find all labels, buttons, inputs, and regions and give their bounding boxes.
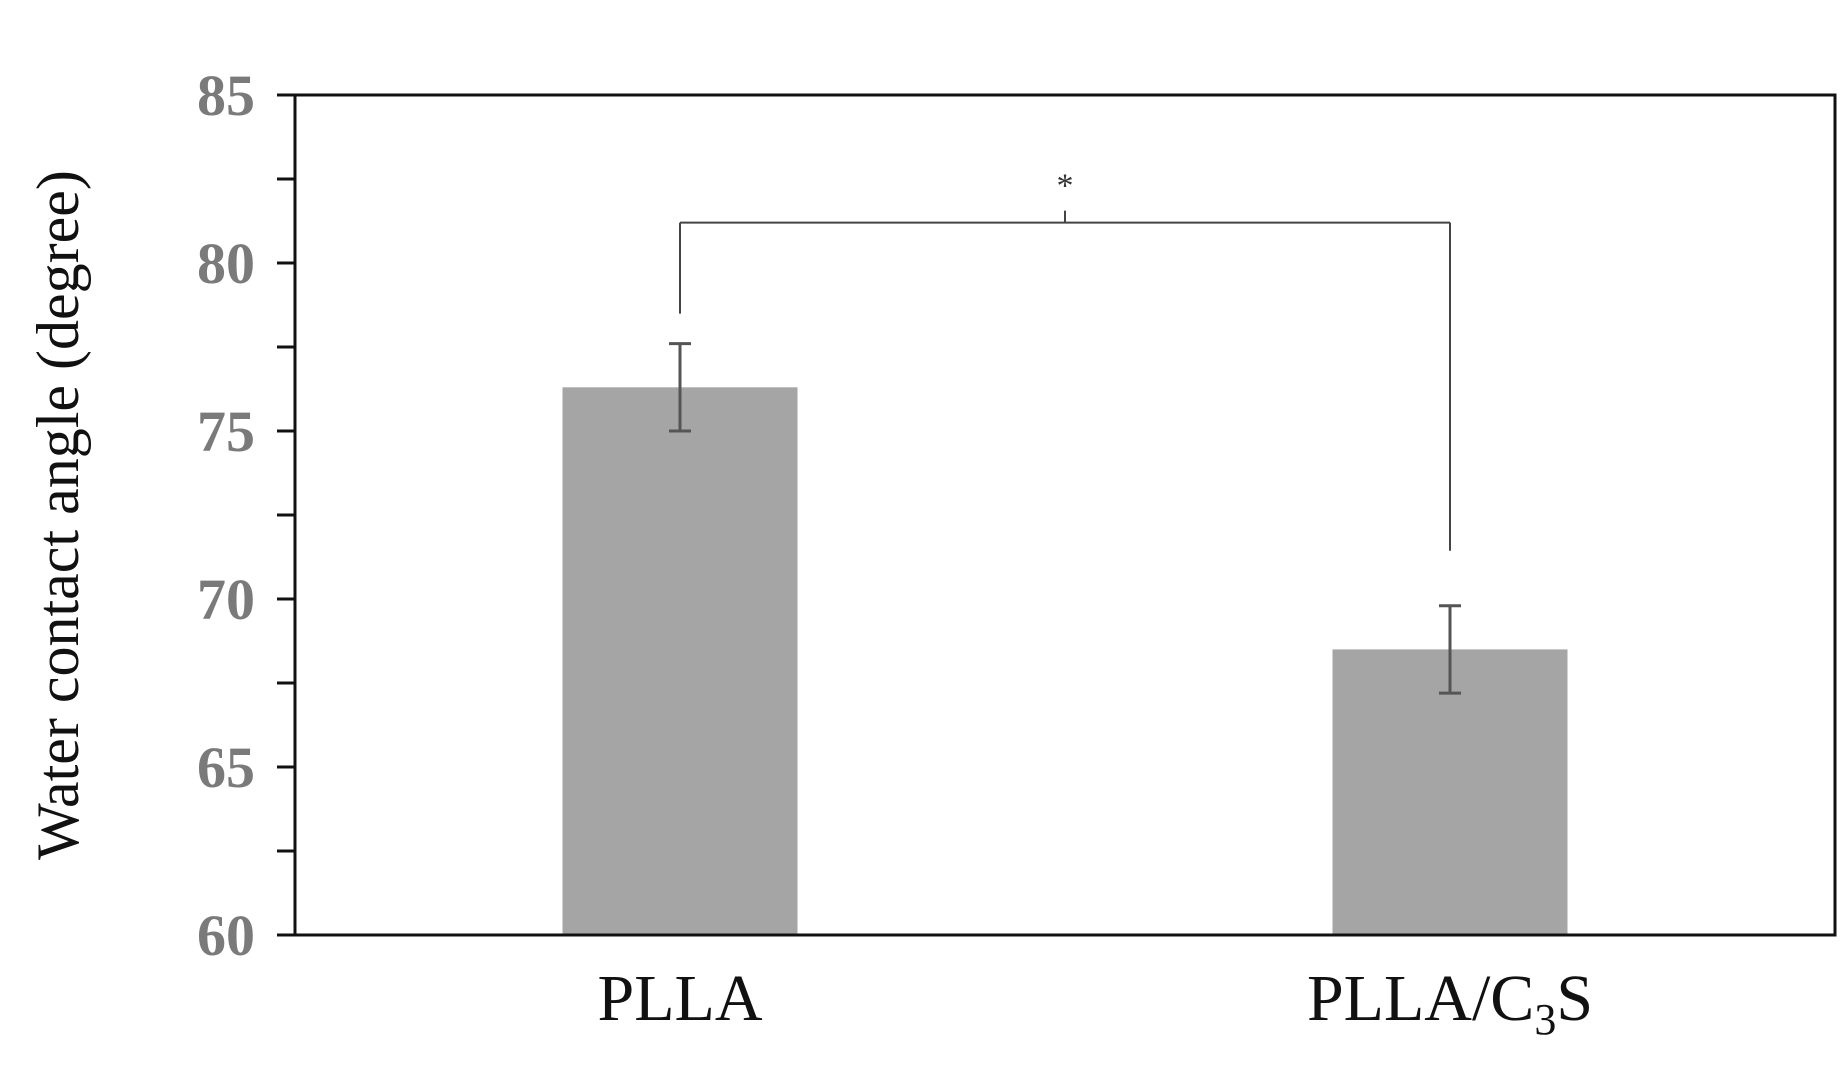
y-axis-tick-labels: 60 65 70 75 80 85 — [197, 63, 255, 968]
category-label-subscript: 3 — [1534, 995, 1556, 1044]
y-axis-ticks — [277, 93, 295, 937]
y-tick-label: 75 — [197, 399, 255, 464]
category-label-pllA-c3s: PLLA/C3S — [1307, 962, 1593, 1044]
bar-1 — [1332, 649, 1568, 935]
category-label-main: PLLA/C — [1307, 962, 1534, 1035]
significance-bracket-group: * — [679, 168, 1451, 551]
y-tick-label: 65 — [197, 735, 255, 800]
category-label-tail: S — [1556, 962, 1593, 1035]
bars-group — [562, 387, 1568, 935]
y-tick-label: 70 — [197, 567, 255, 632]
y-tick-label: 85 — [197, 63, 255, 128]
bar-0 — [562, 387, 798, 935]
category-label-pllA: PLLA — [598, 962, 763, 1035]
plot-frame — [293, 93, 1837, 937]
y-tick-label: 80 — [197, 231, 255, 296]
y-tick-label: 60 — [197, 903, 255, 968]
significance-label: * — [1057, 168, 1074, 205]
error-bars-group — [669, 342, 1461, 695]
y-axis-label: Water contact angle (degree) — [25, 170, 91, 860]
